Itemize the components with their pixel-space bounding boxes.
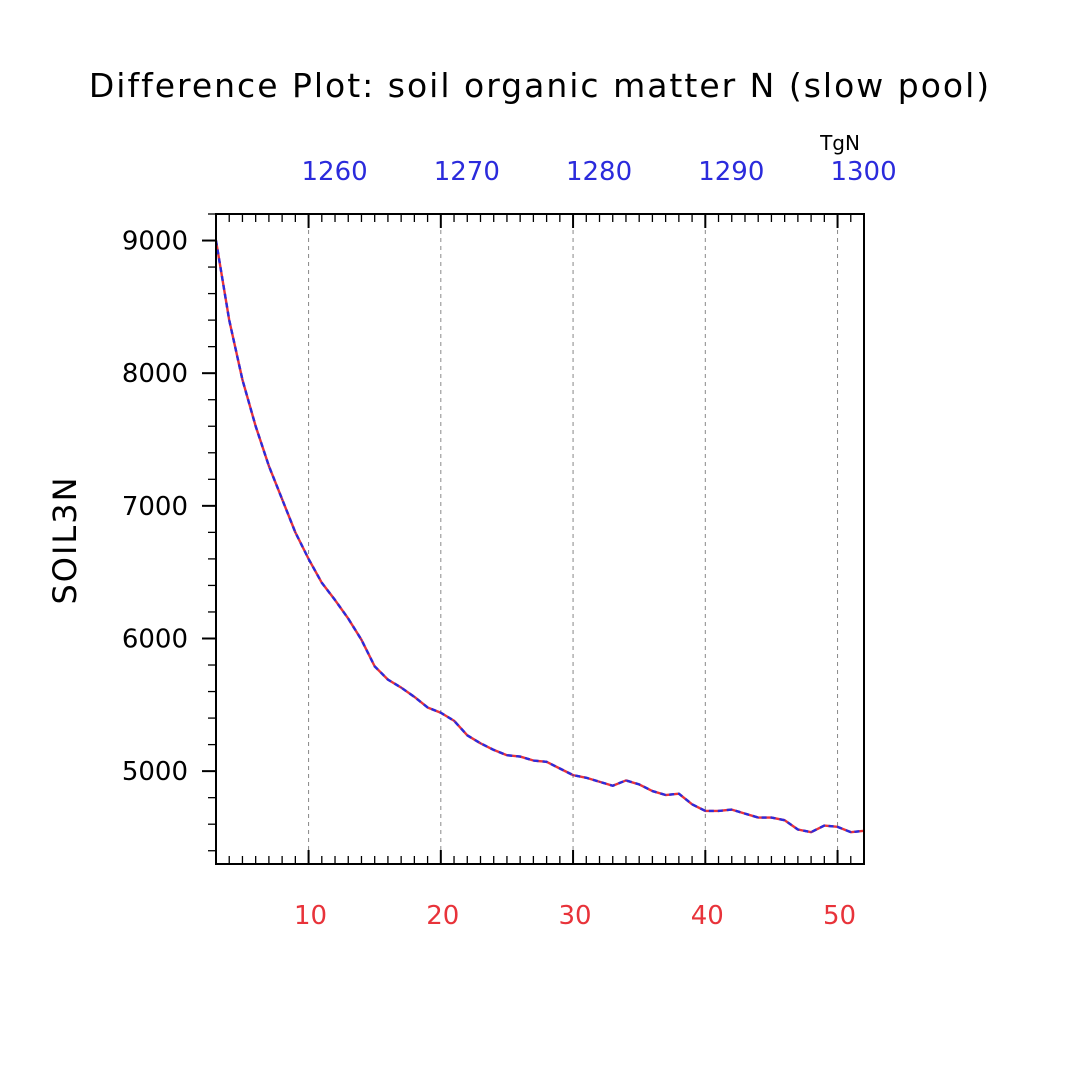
data-point	[426, 706, 429, 709]
data-point	[532, 759, 535, 762]
data-point	[479, 742, 482, 745]
x-top-tick-label: 1290	[698, 157, 764, 187]
data-point	[651, 790, 654, 792]
x-top-tick-label: 1280	[566, 157, 632, 187]
top-axis-unit-label: TgN	[819, 131, 860, 155]
x-top-tick-label: 1270	[434, 157, 500, 187]
data-point	[770, 816, 773, 819]
data-point	[678, 792, 680, 795]
y-axis-label: SOIL3N	[46, 475, 84, 604]
data-point	[334, 599, 336, 601]
data-point	[585, 776, 588, 779]
x-bottom-tick-labels: 10 20 30 40 50	[294, 901, 856, 931]
data-point	[559, 767, 561, 770]
series-line-overlay	[214, 240, 865, 834]
data-point	[294, 531, 297, 534]
data-point	[492, 749, 495, 751]
x-bottom-tick-label: 10	[294, 901, 327, 931]
data-point	[387, 678, 389, 681]
data-point	[797, 828, 799, 831]
data-point	[453, 719, 455, 722]
data-point	[519, 755, 521, 758]
data-point	[307, 558, 310, 560]
x-bottom-tick-label: 50	[823, 901, 856, 931]
data-point	[440, 711, 442, 714]
data-point	[598, 780, 601, 783]
data-point	[347, 617, 350, 620]
data-point	[281, 498, 283, 501]
y-tick-label: 6000	[122, 624, 188, 654]
data-point	[625, 779, 627, 782]
y-tick-label: 5000	[122, 757, 188, 787]
x-top-tick-label: 1260	[301, 157, 367, 187]
data-point	[823, 824, 826, 827]
grid-lines	[308, 214, 839, 864]
y-tick-label: 7000	[122, 492, 188, 522]
data-point	[730, 808, 733, 811]
data-point	[783, 819, 786, 822]
x-bottom-tick-label: 20	[426, 901, 459, 931]
axis-ticks	[202, 213, 865, 864]
data-point	[691, 803, 693, 806]
series-layer	[214, 239, 865, 834]
data-point	[241, 379, 244, 381]
data-point	[466, 734, 469, 737]
data-point	[704, 810, 707, 812]
y-tick-labels: 5000 6000 7000 8000 9000	[122, 227, 188, 788]
data-point	[810, 831, 812, 833]
data-point	[545, 761, 548, 763]
data-point	[572, 774, 574, 776]
data-point	[506, 754, 508, 757]
plot-frame	[215, 213, 865, 865]
series-line	[214, 240, 865, 834]
data-point	[254, 425, 257, 428]
x-bottom-tick-label: 30	[559, 901, 592, 931]
data-point	[373, 665, 376, 668]
data-point	[744, 812, 746, 815]
data-point	[717, 810, 720, 812]
data-point	[757, 816, 760, 819]
y-tick-label: 9000	[122, 227, 188, 257]
data-point	[228, 319, 231, 321]
x-bottom-tick-label: 40	[691, 901, 724, 931]
data-point	[638, 783, 640, 786]
chart-title: Difference Plot: soil organic matter N (…	[89, 66, 991, 105]
x-top-tick-label: 1300	[830, 157, 896, 187]
data-point	[849, 831, 852, 833]
data-point	[836, 826, 839, 828]
data-point	[413, 696, 416, 698]
data-point	[400, 686, 402, 689]
y-tick-label: 8000	[122, 359, 188, 389]
data-point	[320, 581, 323, 584]
data-point	[360, 639, 363, 641]
data-point	[664, 794, 667, 796]
x-top-tick-labels: 1260 1270 1280 1290 1300	[301, 157, 896, 187]
data-point	[611, 784, 614, 787]
data-point	[268, 465, 270, 467]
